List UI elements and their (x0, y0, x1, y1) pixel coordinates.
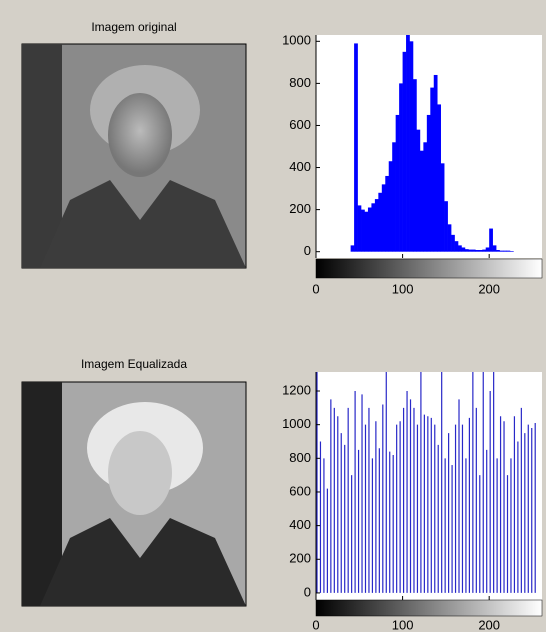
y-tick-label: 1200 (282, 382, 311, 397)
bar (444, 201, 448, 252)
bar (485, 247, 490, 252)
bar (454, 241, 459, 252)
x-tick-label: 100 (392, 617, 414, 632)
bar (489, 228, 493, 252)
y-tick-label: 400 (289, 159, 311, 174)
y-tick-label: 0 (304, 243, 311, 258)
bar (364, 211, 369, 252)
bar (468, 249, 473, 252)
bar (381, 184, 386, 252)
bar (430, 87, 435, 252)
y-tick-label: 800 (289, 75, 311, 90)
bar (475, 250, 480, 252)
bar (354, 43, 358, 252)
x-tick-label: 0 (312, 281, 319, 296)
x-tick-label: 0 (312, 617, 319, 632)
bar (461, 247, 466, 252)
bar (402, 51, 407, 252)
bar (374, 199, 379, 252)
bar (385, 175, 390, 252)
photo-equalized (21, 381, 247, 607)
plot-area (316, 372, 542, 600)
bar (464, 249, 469, 252)
bar (458, 245, 462, 252)
bar (437, 104, 441, 252)
bar (451, 234, 455, 252)
y-tick-label: 600 (289, 117, 311, 132)
y-tick-label: 1000 (282, 33, 311, 48)
colorbar (315, 599, 543, 617)
bar (395, 114, 400, 252)
bar (388, 161, 393, 252)
bar (350, 245, 355, 252)
bar (426, 114, 431, 252)
y-tick-label: 1000 (282, 416, 311, 431)
bar (433, 74, 438, 252)
x-tick-label: 100 (392, 281, 414, 296)
bar (419, 150, 424, 252)
y-tick-label: 400 (289, 517, 311, 532)
bar (406, 35, 410, 252)
bar (471, 249, 476, 252)
y-tick-label: 200 (289, 201, 311, 216)
bar (367, 207, 372, 252)
y-tick-label: 200 (289, 551, 311, 566)
image-title: Imagem original (91, 20, 176, 34)
x-tick-label: 200 (478, 281, 500, 296)
bar (392, 142, 396, 252)
bar (378, 192, 383, 252)
bar (416, 129, 421, 252)
bar (503, 250, 507, 252)
bar (412, 79, 417, 252)
x-tick-label: 200 (478, 617, 500, 632)
colorbar (315, 258, 543, 279)
y-tick-label: 0 (304, 584, 311, 599)
bar (478, 250, 483, 252)
bar (499, 250, 504, 252)
bar (492, 245, 497, 252)
y-tick-label: 600 (289, 483, 311, 498)
bar (506, 250, 511, 252)
image-title: Imagem Equalizada (81, 357, 187, 371)
bar (357, 205, 362, 252)
bar (399, 83, 403, 252)
bar (482, 249, 487, 252)
bar (509, 251, 514, 252)
bar (423, 142, 428, 252)
bar (440, 163, 445, 252)
bar (447, 224, 452, 252)
y-tick-label: 800 (289, 450, 311, 465)
bar (371, 203, 376, 252)
bar (361, 209, 365, 252)
bar (496, 250, 500, 252)
bar (409, 41, 414, 252)
photo-original (21, 43, 247, 269)
